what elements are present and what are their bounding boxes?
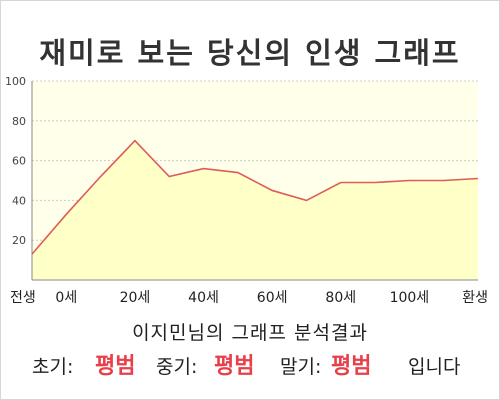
x-tick-label: 60세 (257, 290, 288, 306)
y-tick-label: 40 (12, 194, 26, 207)
early-label: 초기: (32, 356, 74, 378)
late-label: 말기: (280, 356, 322, 378)
x-tick-label: 80세 (325, 290, 356, 306)
analysis-heading: 이지민님의 그래프 분석결과 (132, 322, 368, 344)
series-line (31, 139, 479, 255)
y-tick-label: 80 (12, 115, 26, 128)
analysis-result: 초기: 평범 중기: 평범 말기: 평범 입니다 (0, 346, 500, 380)
late-value: 평범 (331, 354, 372, 379)
result-suffix: 입니다 (408, 356, 461, 378)
x-tick-label: 20세 (120, 290, 151, 306)
x-tick-label: 0세 (55, 290, 77, 306)
middle-value: 평범 (214, 354, 255, 379)
middle-label: 중기: (156, 356, 198, 378)
chart-title: 재미로 보는 당신의 인생 그래프 (39, 36, 461, 70)
early-value: 평범 (95, 354, 136, 379)
x-tick-label: 40세 (188, 290, 219, 306)
y-tick-label: 100 (5, 75, 26, 88)
series-area (32, 140, 478, 280)
x-tick-label: 100세 (390, 290, 430, 306)
y-tick-label: 20 (12, 234, 26, 247)
y-tick-label: 60 (12, 155, 26, 168)
x-tick-label: 전생 (10, 290, 36, 306)
x-tick-label: 환생 (462, 290, 488, 306)
